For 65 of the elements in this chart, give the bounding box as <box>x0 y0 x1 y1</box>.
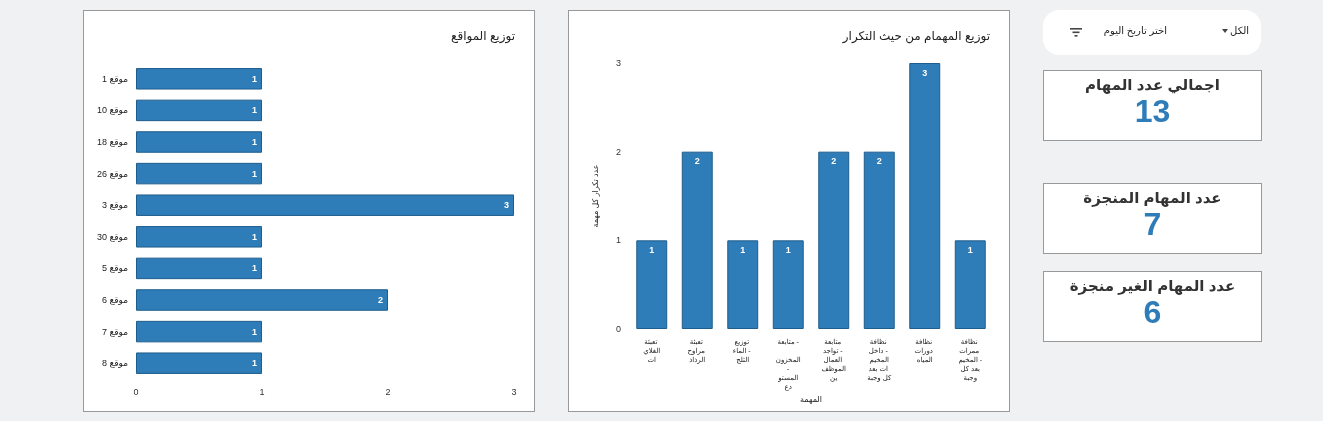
x-tick-label: 3 <box>511 386 517 397</box>
y-tick-label: موقع 30 <box>96 231 129 242</box>
bar <box>636 240 668 329</box>
x-tick-label: 2 <box>385 386 391 397</box>
x-axis-title: المهمة <box>800 395 822 405</box>
y-axis-title: عدد تكرار كل مهمة <box>590 164 600 228</box>
y-tick-label: موقع 6 <box>101 295 129 305</box>
category-label: عدد المهام الغير منجزة <box>1068 277 1237 295</box>
y-tick-label: موقع 3 <box>101 200 129 211</box>
bar <box>136 131 262 153</box>
data-label: 2 <box>831 156 837 167</box>
y-tick-label: موقع 18 <box>96 137 129 147</box>
bar <box>681 151 713 329</box>
data-label: 3 <box>503 200 509 211</box>
x-tick-label: 0 <box>133 386 139 397</box>
category-label: اجمالي عدد المهام <box>1084 76 1221 94</box>
data-label: 1 <box>251 73 257 84</box>
data-label: 1 <box>251 326 257 337</box>
y-tick-label: موقع 7 <box>101 326 129 337</box>
x-tick-label: 1 <box>259 386 265 397</box>
bar <box>772 240 804 329</box>
bar <box>954 240 986 329</box>
data-label: 1 <box>649 244 655 255</box>
text: اختر تاريخ اليوم <box>1103 25 1167 36</box>
data-label: 1 <box>740 244 746 255</box>
y-tick-label: موقع 10 <box>96 105 129 116</box>
data-label: 1 <box>251 105 257 116</box>
bar <box>727 240 759 329</box>
data-label: 1 <box>251 137 257 147</box>
category-label: عدد المهام المنجزة <box>1082 189 1223 207</box>
bar <box>136 99 262 122</box>
bar <box>136 194 514 216</box>
data-label: 1 <box>251 231 257 242</box>
data-label: 2 <box>377 295 383 305</box>
data-label: 1 <box>785 244 791 255</box>
data-label: 1 <box>251 168 257 179</box>
text: الكل <box>1230 25 1249 36</box>
bar <box>136 320 262 343</box>
bar <box>136 226 262 248</box>
bar <box>136 68 262 90</box>
bar <box>863 151 895 329</box>
bar <box>136 289 388 311</box>
chart-title: توزيع المواقع <box>451 29 516 44</box>
data-label: 2 <box>876 156 882 167</box>
y-tick-label: موقع 8 <box>101 358 129 369</box>
data-label: 2 <box>694 156 700 167</box>
y-tick-label: 0 <box>615 324 621 334</box>
y-tick-label: موقع 5 <box>101 263 129 274</box>
data-label: 1 <box>251 263 257 274</box>
data-label: 1 <box>967 244 973 255</box>
y-tick-label: موقع 26 <box>96 168 129 179</box>
y-tick-label: 3 <box>615 58 621 68</box>
data-label: 7 <box>1142 206 1162 242</box>
y-tick-label: 2 <box>615 146 621 157</box>
y-tick-label: 1 <box>615 235 621 246</box>
chart-title: توزيع المهمام من حيث التكرار <box>841 29 991 44</box>
bar <box>136 352 262 374</box>
data-label: 3 <box>922 67 928 78</box>
data-label: 6 <box>1143 294 1162 330</box>
y-tick-label: موقع 1 <box>101 73 129 84</box>
bar <box>136 257 262 280</box>
bar <box>818 151 850 329</box>
bar <box>136 162 262 185</box>
bar <box>909 63 941 329</box>
data-label: 13 <box>1133 93 1171 129</box>
